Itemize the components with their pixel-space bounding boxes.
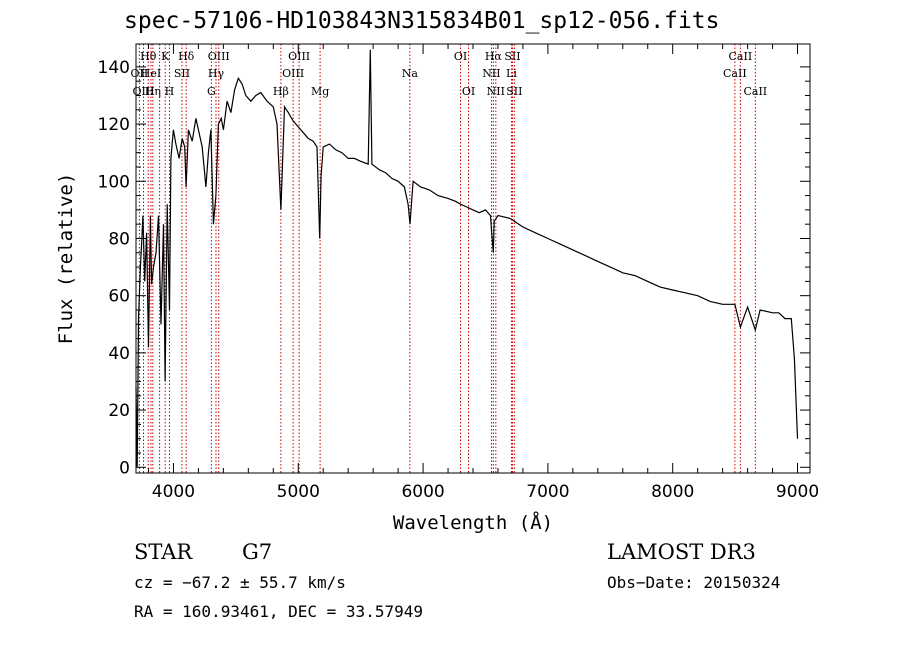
spectrum-line — [135, 49, 799, 468]
y-tick-label: 60 — [108, 287, 130, 307]
line-marker-label: OIII — [282, 67, 304, 80]
line-marker-label: SII — [506, 85, 522, 98]
line-marker-label: CaII — [743, 85, 767, 98]
line-marker-label: G — [207, 85, 216, 98]
line-marker-label: OI — [462, 85, 475, 98]
line-marker-label: Hη — [145, 85, 161, 98]
obs-date: Obs−Date: 20150324 — [607, 573, 781, 592]
x-tick-label: 4000 — [152, 482, 195, 502]
line-marker-label: HeI — [141, 67, 161, 80]
line-marker-labels: OII OIII Hθ HeI Hη K H SII Hδ G Hγ OIII Hβ OIII OIII Mg… — [131, 50, 768, 98]
y-tick-label: 100 — [98, 172, 130, 192]
line-marker-label: OIII — [132, 85, 154, 98]
x-axis: 4000 5000 6000 7000 8000 9000 — [147, 44, 819, 502]
chart-title: spec-57106-HD103843N315834B01_sp12-056.f… — [124, 8, 720, 34]
line-marker-label: Hγ — [208, 67, 225, 80]
line-marker-label: H — [165, 85, 175, 98]
line-marker-label: NII — [487, 85, 505, 98]
line-marker-label: Li — [506, 67, 517, 80]
x-axis-label: Wavelength (Å) — [393, 511, 553, 534]
y-tick-label: 80 — [108, 229, 130, 249]
survey-name: LAMOST DR3 — [607, 540, 756, 564]
line-marker-label: Hβ — [273, 85, 289, 98]
line-marker-label: OIII — [208, 50, 230, 63]
y-axis-label: Flux (relative) — [55, 173, 77, 345]
line-marker-label: Hδ — [178, 50, 195, 63]
line-marker-label: OIII — [288, 50, 310, 63]
line-marker-label: OII — [131, 67, 149, 80]
y-tick-label: 40 — [108, 344, 130, 364]
object-class: STAR — [134, 540, 193, 564]
object-subclass: G7 — [242, 540, 273, 564]
line-markers — [138, 44, 756, 473]
x-tick-label: 7000 — [526, 482, 569, 502]
line-marker-label: OI — [454, 50, 467, 63]
redshift-cz: cz = −67.2 ± 55.7 km/s — [134, 573, 346, 592]
line-marker-label: Hθ — [140, 50, 157, 63]
line-marker-label: Na — [402, 67, 419, 80]
coordinates: RA = 160.93461, DEC = 33.57949 — [134, 602, 423, 621]
plot-frame — [135, 43, 811, 474]
x-tick-label: 8000 — [651, 482, 694, 502]
y-tick-label: 140 — [98, 58, 130, 78]
y-axis: 0 20 40 60 80 100 120 140 — [98, 58, 810, 478]
y-tick-label: 120 — [98, 115, 130, 135]
line-marker-label: CaII — [729, 50, 753, 63]
line-marker-label: NII — [482, 67, 500, 80]
line-marker-label: SII — [504, 50, 520, 63]
line-marker-label: K — [161, 50, 170, 63]
x-tick-label: 6000 — [401, 482, 444, 502]
x-tick-label: 9000 — [776, 482, 819, 502]
y-tick-label: 20 — [108, 401, 130, 421]
x-tick-label: 5000 — [277, 482, 320, 502]
line-marker-label: Hα — [485, 50, 503, 63]
line-marker-label: Mg — [311, 85, 329, 98]
line-marker-label: CaII — [723, 67, 747, 80]
line-marker-label: SII — [174, 67, 190, 80]
y-tick-label: 0 — [119, 458, 130, 478]
